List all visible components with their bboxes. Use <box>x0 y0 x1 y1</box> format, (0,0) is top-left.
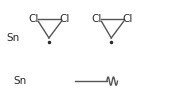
Text: Sn: Sn <box>7 33 20 43</box>
Text: Cl: Cl <box>122 14 132 24</box>
Text: Cl: Cl <box>59 14 69 24</box>
Text: Cl: Cl <box>29 14 39 24</box>
Text: Cl: Cl <box>92 14 102 24</box>
Text: Sn: Sn <box>14 76 27 86</box>
